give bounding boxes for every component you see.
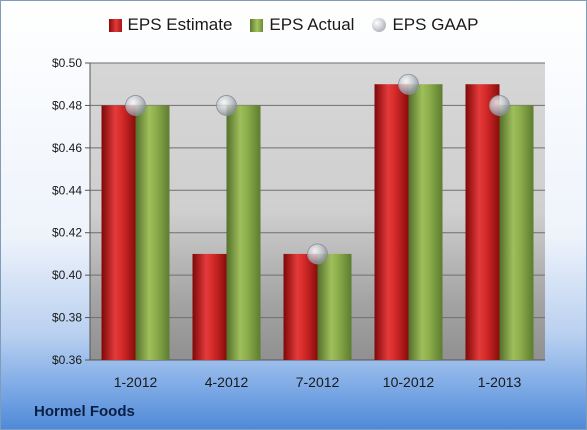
y-tick-label: $0.44	[52, 183, 82, 197]
bar-actual	[226, 105, 261, 360]
x-category-label: 7-2012	[296, 374, 340, 390]
company-name: Hormel Foods	[34, 403, 135, 420]
gaap-marker	[307, 243, 328, 265]
legend-label-estimate: EPS Estimate	[127, 15, 233, 34]
x-category-label: 1-2013	[478, 374, 522, 390]
bar-actual	[408, 84, 443, 360]
legend-item-estimate: EPS Estimate	[108, 15, 233, 35]
y-tick-label: $0.38	[52, 311, 82, 325]
bar-estimate	[374, 84, 409, 360]
y-tick-label: $0.42	[52, 226, 82, 240]
gaap-marker	[125, 95, 146, 116]
bar-estimate	[283, 253, 318, 360]
y-tick-label: $0.40	[52, 268, 82, 282]
legend-label-gaap: EPS GAAP	[392, 15, 479, 34]
y-tick-label: $0.48	[52, 98, 82, 112]
legend-swatch-estimate	[108, 18, 122, 32]
gaap-marker	[489, 95, 510, 116]
x-category-label: 4-2012	[205, 374, 249, 390]
legend-item-actual: EPS Actual	[250, 15, 354, 35]
bar-estimate	[192, 253, 227, 360]
bar-estimate	[465, 84, 500, 360]
gaap-marker	[216, 95, 237, 116]
legend-item-gaap: EPS GAAP	[372, 15, 478, 35]
y-tick-label: $0.36	[52, 353, 82, 367]
bar-estimate	[101, 105, 136, 360]
legend-swatch-gaap	[372, 18, 387, 32]
legend-swatch-actual	[250, 18, 264, 32]
legend-label-actual: EPS Actual	[269, 15, 355, 34]
x-category-label: 1-2012	[114, 374, 158, 390]
bar-actual	[135, 105, 170, 360]
y-tick-label: $0.50	[52, 56, 82, 70]
chart-legend: EPS Estimate EPS Actual EPS GAAP	[1, 15, 586, 35]
bar-actual	[499, 105, 534, 360]
x-category-label: 10-2012	[383, 374, 435, 390]
bar-actual	[317, 253, 352, 360]
y-tick-label: $0.46	[52, 141, 82, 155]
gaap-marker	[398, 73, 419, 95]
